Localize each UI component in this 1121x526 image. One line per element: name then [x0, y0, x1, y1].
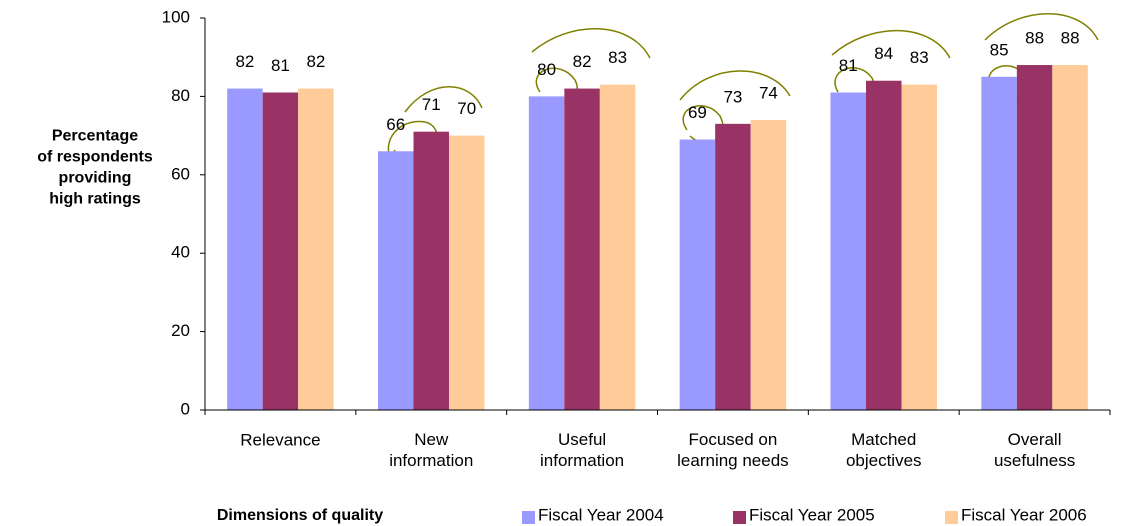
y-tick-label: 20 [171, 321, 190, 340]
x-tick-label: New information [389, 430, 473, 470]
y-tick-label: 40 [171, 243, 190, 262]
bar [449, 135, 485, 410]
y-tick-label: 100 [162, 7, 190, 26]
value-label: 69 [688, 103, 707, 122]
value-label: 88 [1061, 29, 1080, 48]
bar [981, 76, 1017, 411]
y-axis-label: Percentage of respondents providing high ra… [37, 128, 153, 208]
legend-swatch [522, 511, 535, 524]
value-label: 81 [839, 56, 858, 75]
legend-label: Fiscal Year 2006 [961, 505, 1087, 524]
bar [528, 96, 565, 411]
value-label: 84 [874, 44, 893, 63]
x-tick-label: Useful information [540, 430, 624, 470]
x-tick-label: Relevance [240, 430, 320, 449]
value-label: 74 [759, 83, 778, 102]
legend-swatch [945, 511, 958, 524]
value-label: 83 [608, 48, 627, 67]
x-tick-label: Focused on learning needs [677, 430, 789, 470]
y-tick-label: 0 [181, 399, 190, 418]
bar [750, 119, 787, 411]
value-label: 66 [386, 115, 405, 134]
bar [715, 123, 751, 410]
y-tick-label: 80 [171, 86, 190, 105]
value-label: 85 [990, 40, 1009, 59]
bar [413, 131, 449, 410]
bar [866, 80, 902, 410]
bar [599, 84, 636, 410]
bar [901, 84, 937, 410]
bar [1052, 65, 1088, 410]
y-tick-label: 60 [171, 164, 190, 183]
x-axis-label: Dimensions of quality [217, 507, 383, 524]
bar [830, 92, 866, 410]
value-label: 71 [422, 95, 441, 114]
value-label: 83 [910, 48, 929, 67]
legend-label: Fiscal Year 2005 [749, 505, 875, 524]
x-tick-label: Matched objectives [846, 430, 922, 470]
bar [298, 88, 334, 410]
bar [227, 88, 263, 410]
value-label: 82 [306, 52, 325, 71]
value-label: 82 [573, 52, 592, 71]
value-label: 82 [235, 52, 254, 71]
bar [378, 151, 414, 410]
value-label: 81 [271, 56, 290, 75]
value-label: 88 [1025, 29, 1044, 48]
bar [564, 88, 600, 410]
legend-label: Fiscal Year 2004 [538, 505, 664, 524]
x-tick-label: Overall usefulness [994, 430, 1075, 470]
value-label: 80 [537, 60, 556, 79]
value-label: 73 [723, 87, 742, 106]
legend-swatch [733, 511, 746, 524]
bar [262, 92, 299, 410]
bar [1016, 65, 1053, 410]
value-label: 70 [457, 99, 476, 118]
bar [679, 139, 716, 410]
